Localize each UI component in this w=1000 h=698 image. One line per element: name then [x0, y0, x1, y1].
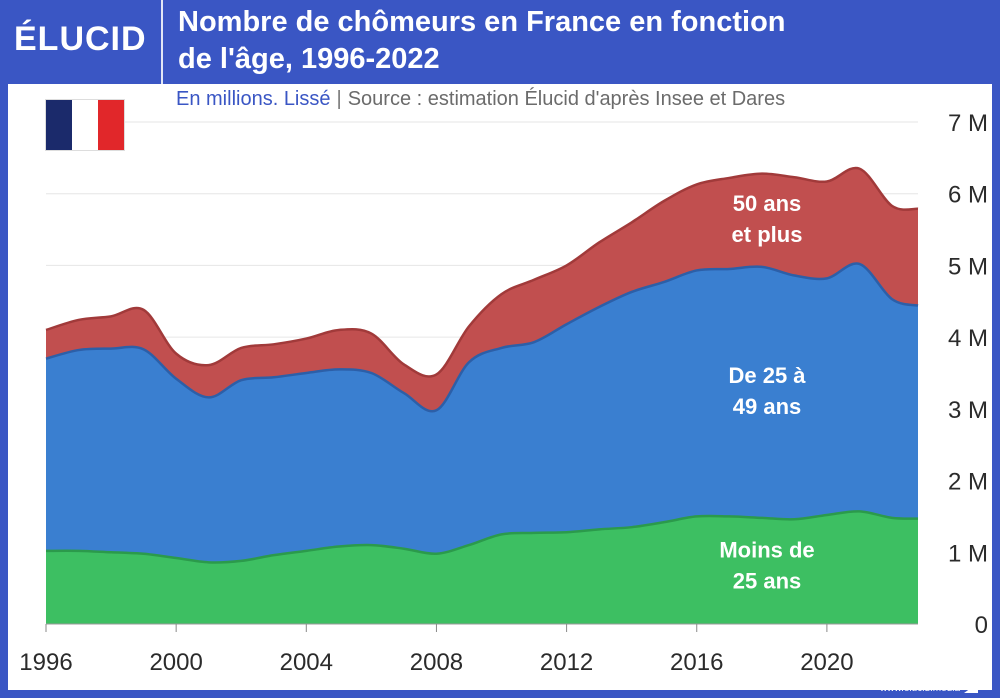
series-label-25-49-line1: De 25 à [728, 363, 806, 388]
area-under-25-line [45, 510, 919, 564]
series-label-under-25-line1: Moins de [719, 537, 814, 562]
flag-stripe-white [72, 100, 98, 150]
y-tick-label: 6 M [948, 182, 988, 209]
series-label-25-49-line2: 49 ans [733, 394, 802, 419]
elucid-logo[interactable]: ÉLUCID [14, 20, 147, 58]
y-tick-label: 2 M [948, 469, 988, 496]
x-tick-label: 2000 [149, 649, 202, 676]
area-under-25 [46, 511, 918, 624]
x-tick-label: 1996 [19, 649, 72, 676]
y-tick-label: 1 M [948, 540, 988, 567]
y-tick-label: 4 M [948, 325, 988, 352]
subtitle-source: Source : estimation Élucid d'après Insee… [347, 88, 786, 110]
y-tick-label: 5 M [948, 253, 988, 280]
x-tick-label: 2004 [280, 649, 333, 676]
area-50-plus-line [45, 166, 919, 378]
flag-stripe-blue [46, 100, 72, 150]
x-tick-label: 2008 [410, 649, 463, 676]
x-tick-label: 2016 [670, 649, 723, 676]
flag-stripe-red [98, 100, 124, 150]
subtitle-separator: | [336, 88, 342, 110]
elucid-mark-icon [964, 683, 978, 693]
x-tick-label: 2012 [540, 649, 593, 676]
chart-title-line2: de l'âge, 1996-2022 [178, 43, 440, 75]
chart-title-line1: Nombre de chômeurs en France en fonction [178, 6, 786, 38]
area-25-49-line [45, 262, 919, 413]
x-tick-label: 2020 [800, 649, 853, 676]
france-flag-icon [46, 100, 124, 150]
header-divider [161, 0, 163, 84]
series-label-50-plus-line2: et plus [732, 222, 803, 247]
chart-title: Nombre de chômeurs en France en fonction… [178, 4, 988, 78]
y-tick-label: 0 [975, 612, 988, 639]
y-tick-label: 3 M [948, 397, 988, 424]
series-label-under-25-line2: 25 ans [733, 568, 802, 593]
series-label-50-plus-line1: 50 ans [733, 191, 802, 216]
header: ÉLUCID Nombre de chômeurs en France en f… [0, 0, 1000, 84]
footer-url[interactable]: www.elucid.media [879, 683, 960, 694]
subtitle-units: En millions. Lissé [176, 88, 331, 110]
y-tick-label: 7 M [948, 110, 988, 137]
chart-subtitle: En millions. Lissé | Source : estimation É… [176, 88, 785, 111]
